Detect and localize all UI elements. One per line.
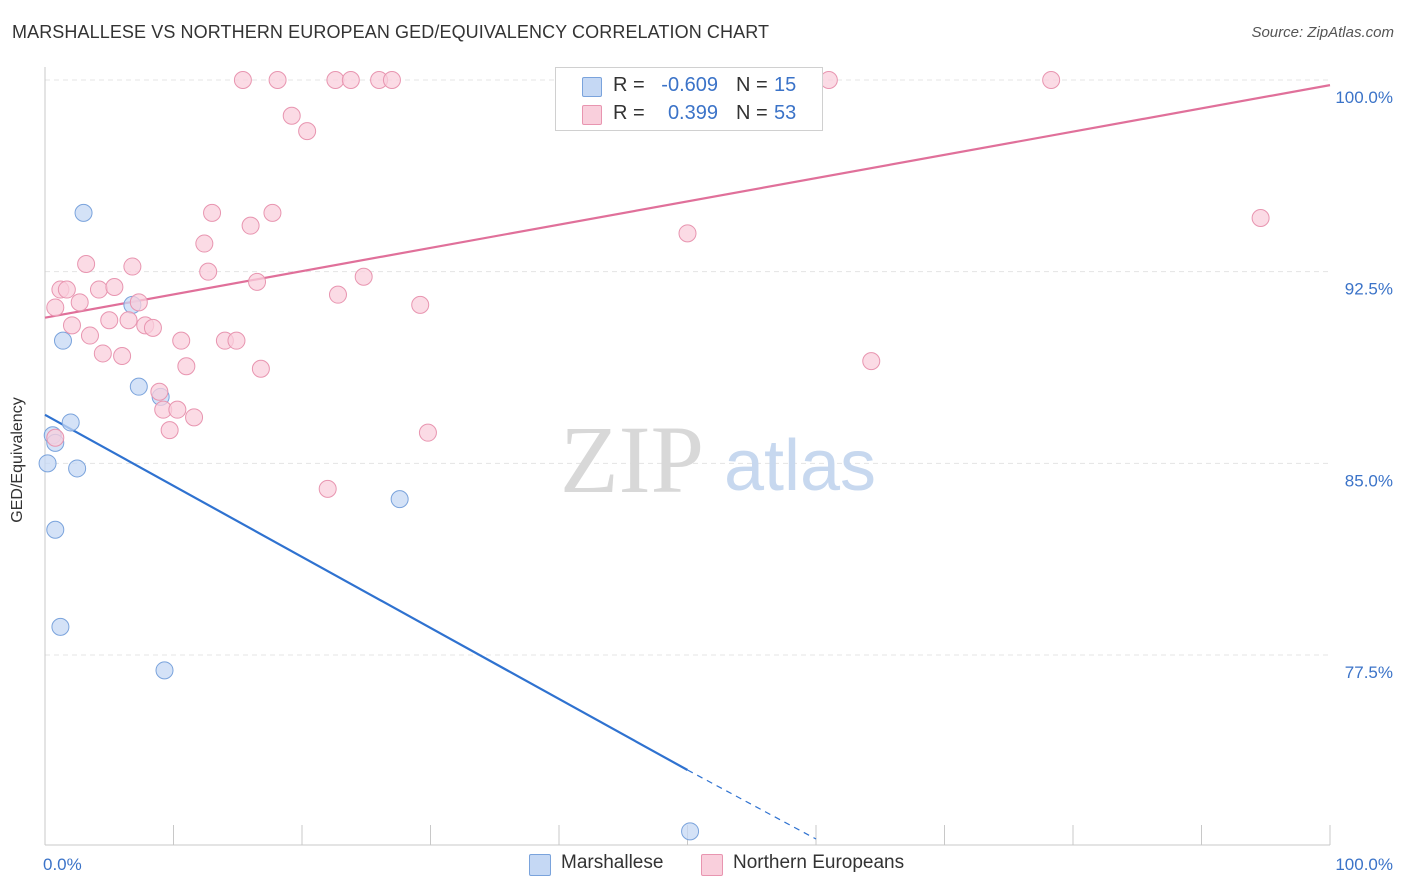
northern-european-point bbox=[46, 298, 65, 317]
source-credit: Source: ZipAtlas.com bbox=[1251, 24, 1394, 41]
watermark-zip: ZIP bbox=[560, 406, 704, 513]
northern-european-point bbox=[678, 224, 697, 243]
northern-european-point bbox=[105, 278, 124, 296]
northern-european-point bbox=[418, 423, 437, 442]
northern-european-point bbox=[57, 280, 76, 299]
northern-european-point bbox=[160, 421, 179, 440]
r-value: 0.399 bbox=[667, 102, 718, 124]
northern-european-point bbox=[233, 71, 252, 89]
northern-european-point bbox=[70, 293, 89, 312]
northern-european-point bbox=[150, 382, 169, 401]
northern-european-point bbox=[199, 262, 218, 281]
n-label: N = bbox=[736, 102, 768, 124]
marshallese-swatch bbox=[582, 77, 602, 97]
northern-europeans-swatch bbox=[582, 105, 602, 125]
n-value: 15 bbox=[774, 74, 797, 96]
northern-european-point bbox=[382, 71, 401, 89]
gridlines bbox=[45, 79, 1330, 656]
y-tick-label: 100.0% bbox=[1335, 88, 1393, 107]
marshallese-point bbox=[51, 617, 70, 636]
northern-european-point bbox=[248, 272, 267, 291]
northern-european-point bbox=[227, 331, 246, 350]
tick-labels: 77.5% 85.0% 92.5% 100.0% 0.0% 100.0% bbox=[43, 88, 1393, 874]
marshallese-point bbox=[390, 490, 409, 509]
y-tick-label: 85.0% bbox=[1345, 471, 1393, 490]
marshallese-point bbox=[53, 331, 72, 350]
marshallese-point bbox=[155, 661, 174, 680]
northern-european-point bbox=[203, 203, 222, 222]
legend-label: Marshallese bbox=[561, 852, 664, 873]
watermark: ZIP atlas bbox=[560, 406, 876, 513]
northern-european-point bbox=[241, 216, 260, 235]
chart-title: MARSHALLESE VS NORTHERN EUROPEAN GED/EQU… bbox=[12, 22, 770, 42]
northern-european-point bbox=[326, 71, 345, 89]
watermark-atlas: atlas bbox=[724, 426, 876, 506]
northern-european-point bbox=[195, 234, 214, 253]
data-points bbox=[38, 71, 1270, 841]
legend-label: Northern Europeans bbox=[733, 852, 905, 873]
y-tick-label: 92.5% bbox=[1345, 280, 1393, 299]
northern-european-point bbox=[1042, 71, 1061, 89]
northern-european-point bbox=[354, 267, 373, 286]
northern-european-point bbox=[282, 106, 301, 125]
northern-european-point bbox=[143, 318, 162, 337]
northern-european-point bbox=[263, 203, 282, 222]
legend-row-marshallese: R = -0.609 N = 15 bbox=[556, 72, 822, 100]
northern-european-point bbox=[341, 71, 360, 89]
northern-european-point bbox=[177, 357, 196, 376]
northern-european-point bbox=[80, 326, 99, 345]
marshallese-swatch bbox=[529, 854, 551, 876]
legend-row-northern-europeans: R = 0.399 N = 53 bbox=[556, 100, 822, 128]
marshallese-point bbox=[68, 459, 87, 478]
northern-european-point bbox=[119, 311, 138, 330]
northern-european-point bbox=[46, 428, 65, 447]
y-tick-label: 77.5% bbox=[1345, 663, 1393, 682]
r-label: R = bbox=[613, 74, 645, 96]
r-value: -0.609 bbox=[661, 74, 718, 96]
northern-europeans-swatch bbox=[701, 854, 723, 876]
northern-european-point bbox=[1251, 209, 1270, 227]
x-tick-label: 100.0% bbox=[1335, 855, 1393, 874]
northern-european-point bbox=[185, 408, 204, 427]
n-value: 53 bbox=[774, 102, 797, 124]
n-label: N = bbox=[736, 74, 768, 96]
northern-european-point bbox=[129, 293, 148, 312]
northern-european-point bbox=[318, 479, 337, 498]
correlation-legend: R = -0.609 N = 15 R = 0.399 N = 53 bbox=[555, 67, 823, 131]
marshallese-point bbox=[46, 520, 65, 539]
northern-european-point bbox=[89, 280, 108, 299]
series-legend: Marshallese Northern Europeans bbox=[0, 852, 1406, 878]
northern-european-point bbox=[862, 352, 881, 371]
northern-european-point bbox=[93, 344, 112, 363]
northern-european-point bbox=[77, 255, 96, 273]
marshallese-point bbox=[129, 377, 148, 396]
northern-european-point bbox=[172, 331, 191, 350]
r-label: R = bbox=[613, 102, 645, 124]
northern-european-point bbox=[328, 285, 347, 304]
trend-line-marshallese bbox=[44, 413, 689, 771]
northern-european-point bbox=[411, 295, 430, 314]
northern-european-point bbox=[62, 316, 81, 335]
marshallese-point bbox=[61, 413, 80, 432]
marshallese-point bbox=[681, 822, 700, 841]
northern-european-point bbox=[268, 71, 287, 89]
marshallese-point bbox=[74, 203, 93, 222]
northern-european-point bbox=[113, 347, 132, 365]
trend-line-extension bbox=[687, 769, 817, 840]
northern-european-point bbox=[298, 122, 317, 141]
northern-european-point bbox=[123, 257, 142, 276]
northern-european-point bbox=[168, 400, 187, 419]
marshallese-point bbox=[38, 454, 57, 473]
northern-european-point bbox=[100, 311, 119, 330]
x-tick-label: 0.0% bbox=[43, 855, 82, 874]
northern-european-point bbox=[251, 359, 270, 378]
